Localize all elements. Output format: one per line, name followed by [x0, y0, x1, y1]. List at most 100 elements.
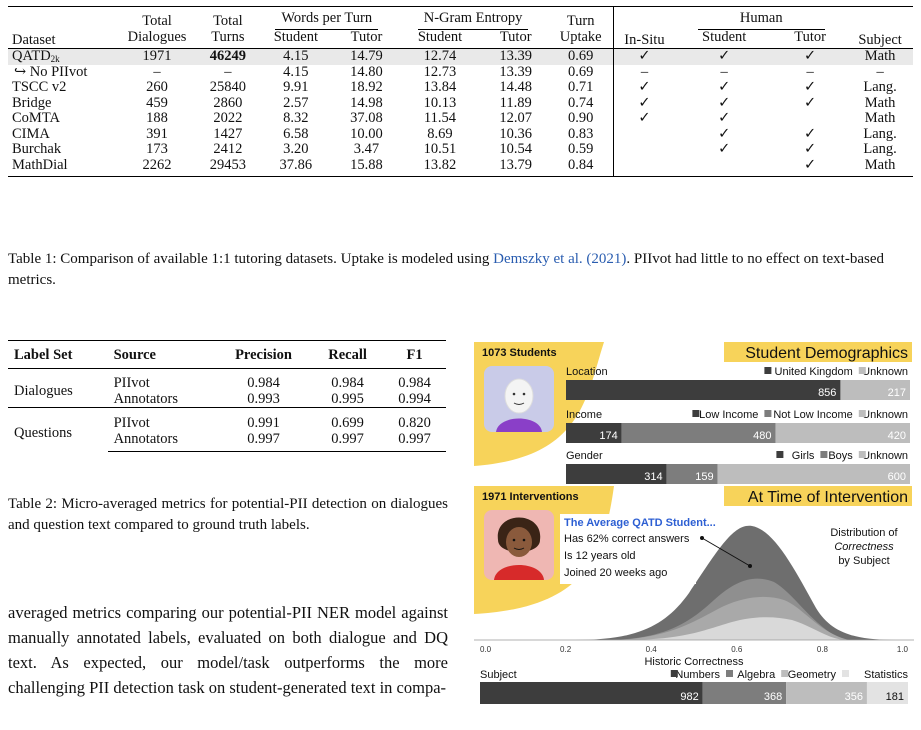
cell-subject: Lang. [863, 79, 897, 95]
table-row: Dialogues PIIvot 0.984 0.984 0.984 [8, 369, 446, 399]
subject-bar: 982 368 356 181 [480, 682, 908, 704]
table-row: CIMA 391 1427 6.58 10.00 8.69 10.36 0.83 ✓ ✓ Lang. [8, 125, 913, 142]
location-label: Location [566, 366, 608, 378]
cell-wpt-tutor: 37.08 [350, 110, 383, 126]
dataset-name: ↪ No PIIvot [14, 63, 88, 80]
cell-h-student: ✓ [675, 48, 773, 65]
cell-dialogues: – [153, 63, 161, 80]
legend-swatch [820, 451, 828, 458]
pointer-line [701, 537, 751, 567]
legend-swatch [858, 451, 866, 458]
avg-student-line-1: Has 62% correct answers [564, 533, 690, 545]
table-row: Annotators 0.993 0.995 0.994 [8, 391, 446, 408]
legend-label: Boys [828, 450, 853, 462]
legend-label: United Kingdom [775, 366, 853, 378]
cell-ent-tutor: 11.89 [499, 94, 532, 111]
cell-wpt-tutor: 14.79 [335, 48, 398, 65]
cell-wpt-tutor: 14.80 [350, 63, 383, 80]
dataset-name: QATD2k [8, 48, 115, 65]
table-row: ↪ No PIIvot – – 4.15 14.80 12.73 13.39 0.69 – – – – [8, 63, 913, 80]
legend-swatch [858, 410, 866, 417]
table-row: CoMTA 188 2022 8.32 37.08 11.54 12.07 0.90 ✓ ✓ Mat… [8, 110, 913, 127]
bar-segment [840, 380, 910, 400]
student-demographics-panel: 1073 Students Student Demographics Locat… [474, 342, 912, 484]
cell-in-situ: – [612, 64, 676, 80]
cell-wpt-student: 3.20 [283, 141, 309, 157]
label-set-cell: Questions [8, 407, 108, 452]
cell-wpt-tutor: 15.88 [335, 157, 398, 177]
cell-in-situ: ✓ [612, 79, 676, 96]
cell-dialogues: 459 [146, 94, 168, 111]
cell-ent-tutor: 14.48 [499, 79, 532, 95]
legend-label: Statistics [864, 669, 909, 681]
cell-wpt-tutor: 3.47 [353, 141, 380, 157]
bar-value: 159 [695, 471, 713, 483]
cell-in-situ [612, 126, 676, 142]
subject-label: Subject [480, 669, 517, 681]
recall-cell: 0.997 [311, 431, 384, 452]
cell-uptake: 0.69 [548, 48, 614, 65]
recall-cell: 0.995 [331, 391, 364, 407]
cell-h-tutor: ✓ [804, 79, 817, 95]
income-bar: 174 480 420 [566, 423, 910, 443]
cell-ent-tutor: 13.39 [499, 63, 532, 80]
dist-note-line-2: Correctness [834, 541, 894, 553]
cell-h-student: ✓ [718, 110, 731, 126]
table-row: MathDial 2262 29453 37.86 15.88 13.82 13.79 0.8… [8, 157, 913, 177]
avg-student-title: The Average QATD Student... [564, 517, 716, 529]
gender-bar: 314 159 600 [566, 464, 910, 484]
citation-link[interactable]: Demszky et al. (2021) [493, 251, 627, 267]
col-ent-student: Student [417, 28, 463, 45]
dataset-name: Bridge [12, 94, 52, 111]
legend-label: Girls [792, 450, 815, 462]
cell-ent-tutor: 10.54 [499, 141, 532, 157]
x-axis-ticks: 0.0 0.2 0.4 0.6 0.8 1.0 [480, 645, 909, 654]
cell-ent-student: 11.54 [423, 110, 457, 126]
dataset-name: Burchak [12, 141, 62, 157]
interventions-title: At Time of Intervention [748, 489, 908, 506]
cell-dialogues: 260 [146, 79, 168, 95]
col-f1: F1 [383, 340, 446, 369]
col-group-ngram-entropy: N-Gram Entropy [397, 6, 549, 30]
title-banner-2 [724, 486, 912, 506]
source-cell: Annotators [113, 391, 178, 407]
cell-dialogues: 188 [146, 110, 168, 126]
cell-h-tutor: ✓ [804, 141, 817, 157]
col-ent-tutor: Tutor [499, 28, 532, 45]
cell-wpt-student: 4.15 [256, 48, 336, 65]
table-row: Burchak 173 2412 3.20 3.47 10.51 10.54 0.59 ✓ ✓ La… [8, 141, 913, 158]
cell-subject: Math [864, 94, 896, 111]
bar-segment [480, 682, 703, 704]
legend-swatch [842, 670, 849, 677]
bar-value: 356 [845, 691, 863, 703]
average-student-avatar-icon [484, 510, 554, 580]
table-row: TSCC v2 260 25840 9.91 18.92 13.84 14.48 0.71 ✓ ✓… [8, 79, 913, 96]
legend-label: Unknown [862, 409, 908, 421]
col-in-situ-top: In-Situ [612, 6, 676, 49]
student-avatar-icon [484, 366, 554, 432]
cell-turns: 1427 [213, 125, 243, 142]
cell-uptake: 0.83 [567, 125, 594, 142]
col-group-words-per-turn: Words per Turn [256, 6, 398, 30]
avg-student-line-3: Joined 20 weeks ago [564, 567, 667, 579]
x-axis-label: Historic Correctness [644, 656, 744, 668]
cell-wpt-student: 6.58 [283, 125, 309, 142]
col-human-student: Student [702, 28, 747, 45]
x-tick-label: 1.0 [897, 645, 909, 654]
legend-label: Unknown [862, 366, 908, 378]
col-label-set: Label Set [8, 340, 108, 369]
cell-h-student: ✓ [718, 125, 731, 142]
table-2-caption: Table 2: Micro-averaged metrics for pote… [8, 496, 448, 533]
bar-value: 480 [753, 430, 771, 442]
x-tick-label: 0.6 [731, 645, 743, 654]
source-cell: PIIvot [113, 375, 150, 391]
cell-ent-student: 12.73 [423, 63, 457, 80]
legend-label: Unknown [862, 450, 908, 462]
cell-wpt-tutor: 14.98 [350, 94, 383, 111]
bar-segment [566, 380, 841, 400]
cell-dialogues: 2262 [114, 157, 200, 177]
cell-uptake: 0.69 [567, 63, 594, 80]
subject-legend: Statistics Geometry Algebra Numbers [670, 669, 909, 681]
dist-note-line-1: Distribution of [830, 527, 898, 539]
legend-label: Algebra [737, 669, 776, 681]
